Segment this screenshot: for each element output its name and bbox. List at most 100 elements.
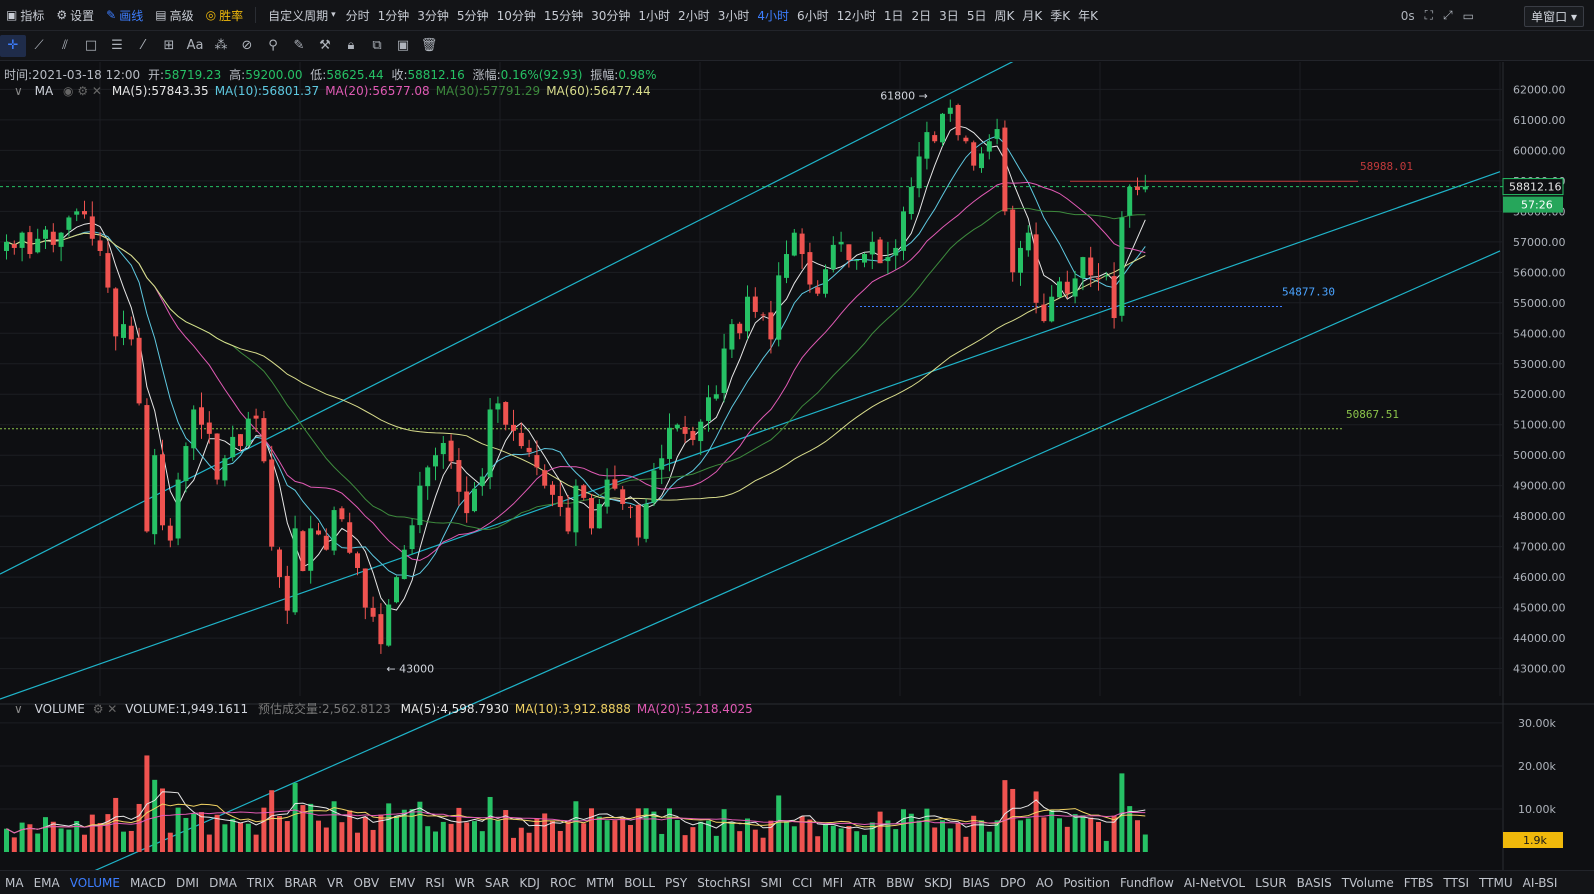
indicator-tab[interactable]: VOLUME xyxy=(69,875,120,890)
indicator-tab[interactable]: StochRSI xyxy=(697,875,751,890)
indicator-tab[interactable]: TRIX xyxy=(246,875,275,890)
period-option[interactable]: 3小时 xyxy=(717,8,750,23)
indicator-tab[interactable]: AO xyxy=(1035,875,1054,890)
indicator-tab[interactable]: AI-BSI xyxy=(1522,875,1558,890)
indicator-tab[interactable]: EMA xyxy=(33,875,60,890)
indicator-tab[interactable]: MFI xyxy=(822,875,844,890)
rectangle-icon[interactable]: □ xyxy=(84,38,98,53)
candle-body xyxy=(277,549,282,578)
period-option[interactable]: 1日 xyxy=(883,8,904,23)
crosshair-icon[interactable]: ✛ xyxy=(0,34,26,57)
expand-icon[interactable]: ⤢ xyxy=(1443,8,1453,22)
settings-icon[interactable]: ⚙ xyxy=(77,84,89,98)
candle-body xyxy=(862,254,867,263)
horizontal-lines-icon[interactable]: ☰ xyxy=(111,38,123,53)
indicator-tab[interactable]: Fundflow xyxy=(1120,875,1174,890)
custom-period-button[interactable]: 自定义周期 ▾ xyxy=(262,7,342,24)
period-option[interactable]: 年K xyxy=(1078,8,1098,23)
collapse-icon[interactable]: ∨ xyxy=(14,702,23,716)
parallel-channel-icon[interactable]: ⫽ xyxy=(62,38,68,53)
settings-icon[interactable]: ⚙ xyxy=(92,702,104,716)
collapse-icon[interactable]: ∨ xyxy=(14,84,23,98)
indicator-tab[interactable]: OBV xyxy=(353,875,380,890)
indicator-tab[interactable]: SAR xyxy=(484,875,510,890)
indicator-tab[interactable]: EMV xyxy=(389,875,416,890)
tools-icon[interactable]: ⚒ xyxy=(319,38,331,53)
volume-legend-name[interactable]: VOLUME xyxy=(34,702,85,716)
indicator-tab[interactable]: BASIS xyxy=(1296,875,1332,890)
indicator-tab[interactable]: SMI xyxy=(760,875,783,890)
measure-icon[interactable]: ⊞ xyxy=(163,38,175,53)
trendline-icon[interactable]: ⟋ xyxy=(34,38,44,53)
indicator-tab[interactable]: TTSI xyxy=(1443,875,1470,890)
top-action-1[interactable]: ⚙ 设置 xyxy=(50,7,100,24)
candle-body xyxy=(456,460,462,492)
trash-icon[interactable]: 🗑︎ xyxy=(420,38,438,53)
chart-area[interactable]: 58988.01 54877.30 50867.51 62000.00 61000.0… xyxy=(0,62,1594,870)
indicator-tab[interactable]: BIAS xyxy=(962,875,990,890)
copy-icon[interactable]: ⧉ xyxy=(372,38,382,53)
pattern-icon[interactable]: ⁂ xyxy=(214,38,228,53)
text-icon[interactable]: Aa xyxy=(186,38,204,53)
period-option[interactable]: 6小时 xyxy=(796,8,829,23)
period-option[interactable]: 月K xyxy=(1022,8,1043,23)
period-option[interactable]: 5日 xyxy=(966,8,987,23)
period-option[interactable]: 12小时 xyxy=(836,8,876,23)
fib-icon[interactable]: ⁄ xyxy=(141,38,145,53)
eye-icon[interactable]: ◉ xyxy=(63,84,74,98)
indicator-tab[interactable]: RSI xyxy=(425,875,445,890)
indicator-tab[interactable]: PSY xyxy=(665,875,688,890)
brush-icon[interactable]: ✎ xyxy=(293,38,305,53)
indicator-tab[interactable]: BRAR xyxy=(284,875,317,890)
period-option[interactable]: 3分钟 xyxy=(417,8,449,23)
magnet-icon[interactable]: ⊘ xyxy=(241,38,253,53)
indicator-tab[interactable]: TVolume xyxy=(1341,875,1394,890)
period-option[interactable]: 5分钟 xyxy=(456,8,489,23)
period-option[interactable]: 15分钟 xyxy=(543,8,584,23)
period-option[interactable]: 季K xyxy=(1050,8,1071,23)
indicator-tab[interactable]: WR xyxy=(454,875,475,890)
period-option[interactable]: 分时 xyxy=(345,8,370,23)
indicator-tab[interactable]: DMI xyxy=(175,875,200,890)
close-icon[interactable]: ✕ xyxy=(91,84,102,98)
top-action-3[interactable]: ▤ 高级 xyxy=(149,7,199,24)
window-mode-button[interactable]: 单窗口 ▾ xyxy=(1524,6,1584,27)
ruler-icon[interactable]: ⚲ xyxy=(268,38,278,53)
indicator-tab[interactable]: SKDJ xyxy=(924,875,953,890)
indicator-tab[interactable]: VR xyxy=(326,875,344,890)
period-option[interactable]: 2小时 xyxy=(678,8,710,23)
indicator-tab[interactable]: AI-NetVOL xyxy=(1183,875,1246,890)
indicator-tab[interactable]: DPO xyxy=(999,875,1026,890)
period-option[interactable]: 1小时 xyxy=(638,8,671,23)
period-option[interactable]: 4小时 xyxy=(757,8,789,23)
indicator-tab[interactable]: MTM xyxy=(586,875,615,890)
screenshot-icon[interactable]: ▭ xyxy=(1462,8,1474,23)
top-action-2[interactable]: ✎ 画线 xyxy=(100,7,149,24)
indicator-tab[interactable]: DMA xyxy=(209,875,237,890)
indicator-tab[interactable]: FTBS xyxy=(1403,875,1434,890)
period-option[interactable]: 2日 xyxy=(911,8,932,23)
fullscreen-icon[interactable]: ⛶ xyxy=(1424,8,1434,22)
image-icon[interactable]: ▣ xyxy=(396,38,410,53)
period-option[interactable]: 10分钟 xyxy=(496,8,536,23)
period-option[interactable]: 30分钟 xyxy=(591,8,631,23)
period-option[interactable]: 3日 xyxy=(939,8,959,23)
period-option[interactable]: 周K xyxy=(994,8,1015,23)
indicator-tab[interactable]: ROC xyxy=(549,875,577,890)
indicator-tab[interactable]: TTMU xyxy=(1479,875,1513,890)
indicator-tab[interactable]: Position xyxy=(1063,875,1111,890)
close-icon[interactable]: ✕ xyxy=(107,702,118,716)
indicator-tab[interactable]: KDJ xyxy=(519,875,540,890)
top-action-0[interactable]: ▣ 指标 xyxy=(0,7,50,24)
period-option[interactable]: 1分钟 xyxy=(377,8,410,23)
lock-icon[interactable]: 🔒︎ xyxy=(347,38,355,53)
top-action-4[interactable]: ◎ 胜率 xyxy=(200,7,250,24)
indicator-tab[interactable]: CCI xyxy=(792,875,813,890)
ma-legend-name[interactable]: MA xyxy=(34,84,54,98)
indicator-tab[interactable]: BOLL xyxy=(624,875,656,890)
indicator-tab[interactable]: ATR xyxy=(853,875,877,890)
indicator-tab[interactable]: BBW xyxy=(886,875,915,890)
indicator-tab[interactable]: MACD xyxy=(129,875,166,890)
indicator-tab[interactable]: MA xyxy=(5,875,24,890)
indicator-tab[interactable]: LSUR xyxy=(1255,875,1287,890)
